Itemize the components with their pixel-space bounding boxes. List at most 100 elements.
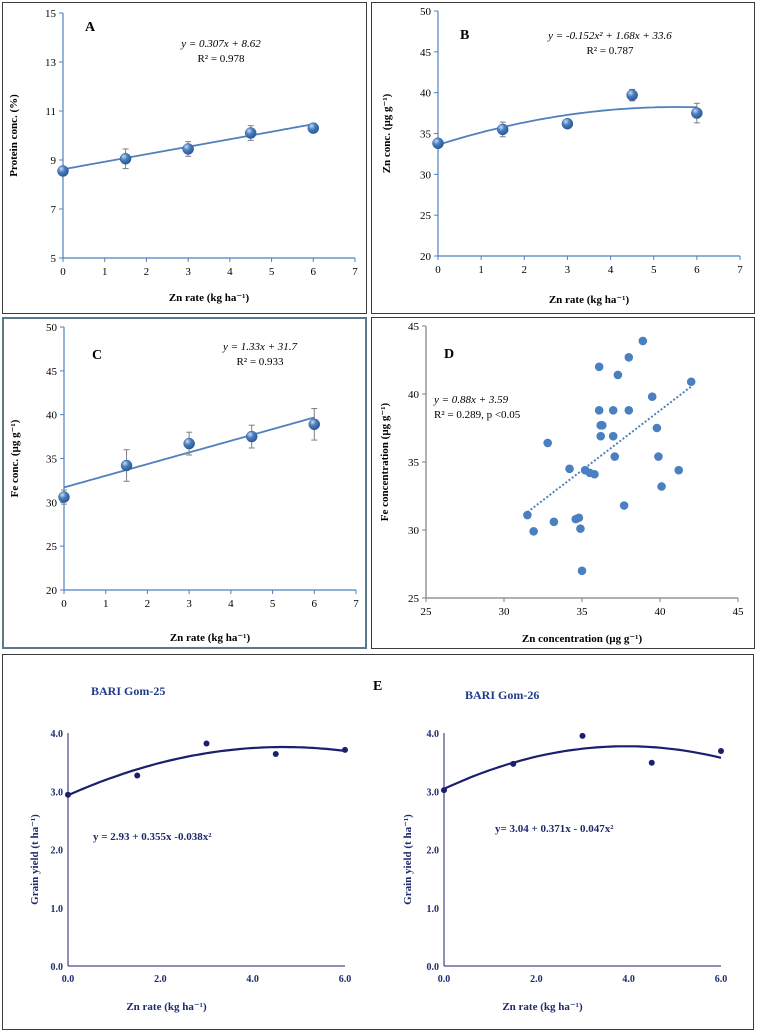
y-tick-label: 40 (46, 410, 58, 422)
y-tick-label: 11 (45, 106, 56, 118)
x-tick-label: 4.0 (622, 974, 635, 985)
y-tick-label: 30 (420, 169, 432, 181)
data-point (57, 165, 69, 177)
y-tick-label: 45 (420, 47, 432, 59)
data-point (244, 127, 257, 139)
x-tick-label: 6 (311, 266, 317, 278)
x-tick-label: 6.0 (339, 974, 352, 985)
x-tick-label: 45 (733, 606, 745, 618)
x-tick-label: 6.0 (715, 974, 728, 985)
data-point (432, 137, 444, 150)
x-tick-label: 1 (103, 598, 109, 610)
trend-line (443, 745, 722, 790)
panel-letter: A (85, 20, 96, 35)
data-point (272, 750, 279, 757)
x-axis-label: Zn rate (kg ha⁻¹) (549, 294, 630, 306)
chart-e: E 0.0 1.0 2.0 3.0 4.0 0.0 2.0 4.0 6.0 BARI Gom-25 y… (29, 679, 728, 1013)
y-tick-label: 15 (45, 8, 57, 20)
x-tick-label: 0 (435, 264, 441, 276)
trend-line (437, 106, 697, 146)
data-point (523, 510, 532, 520)
x-tick-label: 0 (60, 266, 66, 278)
y-axis-label: Zn conc. (µg g⁻¹) (381, 93, 393, 173)
data-point (342, 746, 348, 753)
y-tick-label: 1.0 (427, 904, 440, 915)
x-tick-label: 0 (61, 598, 67, 610)
y-tick-label: 35 (46, 454, 58, 466)
equation-text: y = 0.307x + 8.62 (180, 38, 261, 50)
y-tick-label: 20 (46, 585, 58, 597)
y-tick-label: 40 (408, 389, 420, 401)
panel-letter: B (460, 28, 469, 43)
data-point (654, 452, 663, 461)
x-tick-label: 5 (651, 264, 657, 276)
data-point (647, 392, 657, 402)
data-point (203, 740, 210, 747)
x-tick-label: 2 (522, 264, 528, 276)
data-point (308, 418, 321, 431)
data-point (691, 107, 703, 119)
y-tick-label: 4.0 (51, 729, 64, 740)
y-axis-label: Fe conc. (µg g⁻¹) (9, 419, 21, 497)
r-squared-text: R² = 0.978 (197, 53, 245, 65)
equation-text: y = 0.88x + 3.59 (433, 394, 509, 406)
data-point (626, 89, 638, 101)
y-tick-label: 30 (408, 525, 420, 537)
r-squared-text: R² = 0.933 (236, 356, 284, 368)
data-point (245, 430, 258, 443)
data-point (65, 791, 71, 798)
y-tick-label: 0.0 (51, 962, 64, 973)
data-point (610, 452, 620, 461)
x-tick-label: 2 (144, 266, 150, 278)
y-tick-label: 3.0 (427, 787, 440, 798)
x-tick-label: 0.0 (438, 974, 451, 985)
data-point (686, 377, 696, 387)
data-point (596, 431, 606, 441)
x-axis-label: Zn rate (kg ha⁻¹) (169, 292, 250, 304)
y-tick-label: 30 (46, 497, 58, 509)
y-tick-label: 20 (420, 251, 432, 263)
y-tick-label: 13 (45, 57, 57, 69)
x-tick-label: 5 (270, 598, 276, 610)
data-point (594, 406, 604, 415)
y-tick-label: 45 (408, 321, 420, 333)
y-tick-label: 35 (420, 129, 432, 141)
x-tick-label: 1 (102, 266, 108, 278)
x-axis-label: Zn rate (kg ha⁻¹) (126, 1001, 207, 1013)
x-tick-label: 4 (227, 266, 233, 278)
x-tick-label: 7 (353, 598, 359, 610)
data-point (576, 524, 585, 533)
data-point (120, 459, 133, 472)
x-tick-label: 4.0 (246, 974, 259, 985)
y-tick-label: 45 (46, 366, 58, 378)
data-point (441, 787, 447, 794)
data-point (182, 143, 194, 155)
y-tick-label: 1.0 (51, 904, 64, 915)
data-point (543, 438, 552, 448)
x-tick-label: 0.0 (62, 974, 75, 985)
x-tick-label: 4 (608, 264, 614, 276)
panel-letter: E (373, 679, 382, 694)
y-tick-label: 50 (46, 322, 58, 334)
data-point (624, 406, 634, 415)
data-point (638, 336, 648, 346)
y-axis-label: Fe concentration (µg g⁻¹) (379, 402, 391, 521)
x-tick-label: 3 (186, 598, 192, 610)
chart-title: BARI Gom-25 (91, 684, 165, 698)
data-point (652, 423, 662, 433)
x-tick-label: 2.0 (154, 974, 167, 985)
data-point (608, 406, 618, 415)
data-point (496, 123, 509, 136)
y-tick-label: 35 (408, 457, 420, 469)
x-axis-label: Zn rate (kg ha⁻¹) (502, 1001, 583, 1013)
data-point (657, 482, 666, 491)
data-point (549, 517, 559, 527)
data-point (619, 501, 629, 510)
data-point (590, 469, 599, 479)
x-tick-label: 1 (478, 264, 484, 276)
y-tick-label: 25 (46, 541, 58, 553)
